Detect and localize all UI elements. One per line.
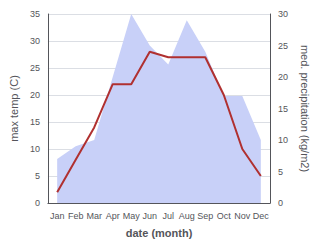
svg-text:Oct: Oct: [217, 211, 232, 221]
svg-text:0: 0: [35, 198, 40, 208]
svg-text:Aug: Aug: [179, 211, 195, 221]
svg-text:30: 30: [30, 36, 40, 46]
svg-text:Dec: Dec: [253, 211, 270, 221]
svg-text:10: 10: [30, 144, 40, 154]
svg-text:0: 0: [278, 198, 283, 208]
svg-text:15: 15: [278, 104, 288, 114]
svg-text:20: 20: [278, 72, 288, 82]
svg-text:30: 30: [278, 9, 288, 19]
svg-text:date (month): date (month): [126, 227, 193, 239]
svg-text:10: 10: [278, 135, 288, 145]
svg-text:5: 5: [278, 167, 283, 177]
svg-text:20: 20: [30, 90, 40, 100]
svg-text:med. precipitation (kg/m2): med. precipitation (kg/m2): [299, 45, 311, 172]
svg-text:Sep: Sep: [197, 211, 213, 221]
svg-text:Jun: Jun: [142, 211, 157, 221]
svg-text:max temp (C): max temp (C): [8, 75, 20, 142]
svg-text:5: 5: [35, 171, 40, 181]
svg-text:Jan: Jan: [50, 211, 65, 221]
svg-text:Mar: Mar: [86, 211, 102, 221]
svg-text:35: 35: [30, 9, 40, 19]
svg-text:Feb: Feb: [68, 211, 84, 221]
svg-text:25: 25: [30, 63, 40, 73]
svg-text:Apr: Apr: [106, 211, 120, 221]
svg-text:Jul: Jul: [162, 211, 174, 221]
svg-text:15: 15: [30, 117, 40, 127]
svg-text:25: 25: [278, 41, 288, 51]
svg-text:May: May: [123, 211, 141, 221]
svg-text:Nov: Nov: [234, 211, 251, 221]
